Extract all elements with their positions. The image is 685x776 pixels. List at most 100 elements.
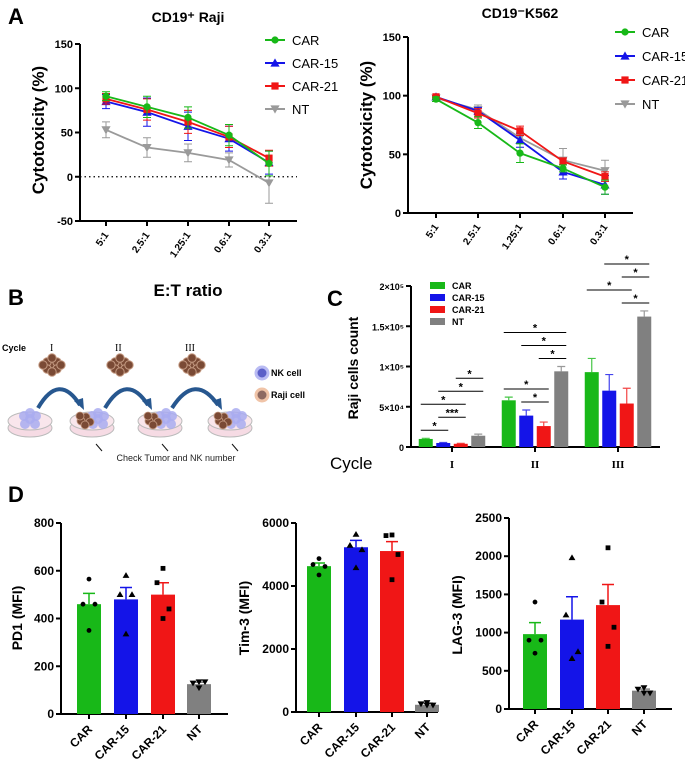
x-tick-label: CAR [297, 720, 326, 749]
y-tick-label: 2500 [475, 511, 502, 525]
bar-car-15 [560, 619, 584, 709]
raji-cell-icon [124, 360, 134, 370]
replicate-point [316, 572, 322, 578]
bar-nt-cycle-2 [554, 371, 569, 447]
nk-cell-icon [166, 419, 176, 429]
significance-label: * [607, 280, 612, 292]
chart-title: CD19⁺ Raji [152, 9, 225, 25]
k562-cytotoxicity-chart: CD19⁻K562 Cytotoxicity (%) 0 50 100 150 5:1 2.5… [357, 5, 685, 252]
raji-cell-legend-icon [254, 387, 270, 403]
error-bar [566, 595, 578, 620]
replicate-point [532, 599, 538, 605]
y-tick-label: 0 [47, 707, 54, 721]
y-tick-label: 500 [482, 664, 502, 678]
bar-car-15-cycle-3 [602, 390, 617, 447]
bar-car [77, 604, 101, 714]
nk-cell-icon [236, 419, 246, 429]
chart-title: CD19⁻K562 [482, 5, 559, 21]
x-tick-label: 0.3:1 [252, 230, 274, 255]
error-bar [504, 396, 513, 401]
significance-label: * [550, 349, 555, 361]
x-tick-label: 5:1 [424, 222, 442, 241]
legend-swatch [430, 294, 445, 301]
replicate-point [352, 564, 360, 571]
legend-nk-cell: NK cell [271, 368, 302, 378]
error-bar [83, 592, 95, 605]
replicate-point [195, 685, 203, 692]
x-tick-label: 0.6:1 [546, 222, 568, 247]
series-nt [101, 121, 274, 204]
y-tick-label: 1000 [475, 626, 502, 640]
x-tick-label: II [531, 459, 540, 471]
shared-x-axis-label: E:T ratio [154, 281, 223, 300]
replicate-point [568, 655, 576, 661]
raji-cell-icon [115, 367, 125, 377]
culture-dish-2 [69, 408, 115, 438]
replicate-point [80, 601, 86, 607]
error-bar [421, 437, 430, 439]
legend-item-nt: NT [615, 97, 659, 112]
nk-cell-icon [20, 419, 30, 429]
series-car [432, 95, 609, 195]
panel-label-d: D [8, 482, 24, 507]
significance-label: * [625, 254, 630, 266]
x-tick-label: CAR-15 [538, 717, 579, 758]
legend-label: CAR-21 [292, 79, 338, 94]
significance-label: * [432, 420, 437, 432]
y-axis-label: Cytotoxicity (%) [29, 66, 48, 194]
replicate-point [395, 552, 401, 557]
legend-swatch [430, 282, 445, 289]
significance-label: * [467, 368, 472, 380]
x-axis-label: Cycle [330, 454, 373, 473]
replicate-point [122, 572, 130, 578]
raji-cell-icon [148, 420, 158, 430]
error-bar [602, 583, 614, 606]
legend-marker [271, 82, 279, 90]
arrowhead-icon [212, 398, 222, 410]
replicate-point [195, 679, 203, 686]
legend-label: CAR-15 [452, 293, 485, 303]
arrowhead-icon [74, 398, 84, 410]
y-tick-label: 4000 [262, 579, 289, 593]
replicate-point [128, 591, 136, 598]
nk-cell-icon [231, 408, 241, 418]
significance-label: *** [446, 407, 460, 419]
x-tick-label: 1.25:1 [500, 222, 526, 252]
panel-label-b: B [8, 285, 24, 310]
error-bar [529, 621, 541, 635]
data-point [224, 156, 234, 165]
legend-label: NT [292, 102, 309, 117]
y-tick-label: 50 [61, 128, 73, 140]
x-tick-label: 2.5:1 [130, 230, 152, 255]
transfer-arrow-1 [36, 387, 82, 410]
replicate-point [154, 580, 160, 586]
legend-label: CAR [642, 25, 669, 40]
nk-cell-icon [25, 408, 35, 418]
y-tick-label: 150 [383, 32, 401, 44]
bar-car-15 [344, 547, 368, 712]
replicate-point [574, 648, 582, 655]
y-tick-label: 800 [34, 516, 54, 530]
x-tick-label: 2.5:1 [461, 222, 483, 247]
replicate-point [383, 533, 389, 538]
cycle-schematic: Cycle I II III NK cell Raji cell Check T… [2, 343, 305, 463]
legend-item-car: CAR [265, 33, 319, 48]
data-point [474, 109, 482, 117]
y-tick-label: 150 [55, 39, 73, 51]
error-bar [587, 357, 596, 373]
replicate-point [160, 616, 166, 621]
replicate-point [116, 591, 124, 598]
x-tick-label: CAR-15 [322, 720, 363, 761]
raji-cell-icon [187, 367, 197, 377]
panel-label-c: C [327, 286, 343, 311]
legend-marker [270, 58, 280, 67]
x-tick-label: 5:1 [94, 230, 112, 249]
bar-car-21-cycle-2 [536, 426, 551, 447]
raji-cell-icon [75, 411, 85, 421]
y-tick-label: 0 [282, 705, 289, 719]
legend-label: CAR-21 [642, 73, 685, 88]
y-tick-label: 100 [55, 83, 73, 95]
nk-cell-icon [161, 408, 171, 418]
replicate-point [611, 624, 617, 630]
